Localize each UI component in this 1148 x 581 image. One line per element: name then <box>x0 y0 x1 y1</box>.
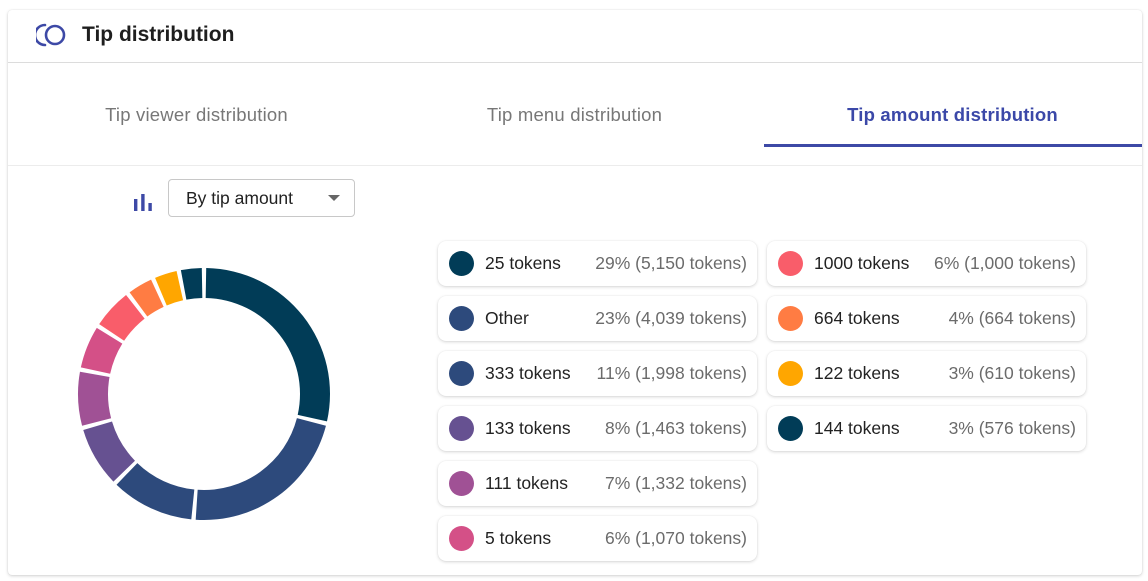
donut-slice-other[interactable] <box>195 418 326 520</box>
tab-label: Tip viewer distribution <box>105 103 288 125</box>
donut-slice-111-tokens[interactable] <box>78 371 112 426</box>
donut-slice-5-tokens[interactable] <box>80 327 123 374</box>
legend-value: 7% (1,332 tokens) <box>604 473 747 493</box>
donut-slice-144-tokens[interactable] <box>180 268 203 300</box>
legend-value: 6% (1,070 tokens) <box>604 528 747 548</box>
active-tab-indicator <box>764 144 1142 147</box>
page-title: Tip distribution <box>82 23 235 46</box>
tab-bar: Tip viewer distribution Tip menu distrib… <box>8 63 1142 166</box>
tab-tip-menu-distribution[interactable]: Tip menu distribution <box>386 63 763 166</box>
donut-slice-333-tokens[interactable] <box>116 463 195 520</box>
legend-item[interactable]: 1000 tokens 6% (1,000 tokens) <box>767 241 1086 286</box>
legend-color-dot <box>449 306 474 331</box>
legend-color-dot <box>449 361 474 386</box>
select-value: By tip amount <box>186 187 293 208</box>
legend-item[interactable]: 5 tokens 6% (1,070 tokens) <box>438 516 757 561</box>
legend-label: 133 tokens <box>485 418 571 438</box>
legend-value: 3% (576 tokens) <box>948 418 1076 438</box>
tab-label: Tip amount distribution <box>847 103 1058 125</box>
legend-label: 122 tokens <box>814 363 900 383</box>
legend-item[interactable]: 333 tokens 11% (1,998 tokens) <box>438 351 757 396</box>
bar-chart-icon[interactable] <box>133 192 153 212</box>
donut-chart <box>78 268 330 520</box>
donut-logo-icon <box>36 23 66 47</box>
legend-color-dot <box>778 251 803 276</box>
tab-label: Tip menu distribution <box>486 103 663 125</box>
group-by-select[interactable]: By tip amount <box>168 179 355 217</box>
legend-label: Other <box>485 308 529 328</box>
legend-color-dot <box>778 306 803 331</box>
legend-label: 111 tokens <box>485 473 569 493</box>
legend-value: 8% (1,463 tokens) <box>604 418 747 438</box>
tab-tip-viewer-distribution[interactable]: Tip viewer distribution <box>8 63 385 166</box>
donut-slice-25-tokens[interactable] <box>205 268 330 422</box>
card-header: Tip distribution <box>8 10 1142 63</box>
donut-slice-1000-tokens[interactable] <box>99 294 145 341</box>
legend-item[interactable]: 111 tokens 7% (1,332 tokens) <box>438 461 757 506</box>
legend-color-dot <box>778 361 803 386</box>
legend-label: 5 tokens <box>485 528 552 548</box>
tip-distribution-card: Tip distribution Tip viewer distribution… <box>8 10 1142 575</box>
legend-label: 144 tokens <box>814 418 900 438</box>
legend-item[interactable]: 122 tokens 3% (610 tokens) <box>767 351 1086 396</box>
legend-value: 23% (4,039 tokens) <box>595 308 747 328</box>
legend-value: 29% (5,150 tokens) <box>595 253 747 273</box>
legend-item[interactable]: 133 tokens 8% (1,463 tokens) <box>438 406 757 451</box>
legend-label: 25 tokens <box>485 253 561 273</box>
legend-value: 4% (664 tokens) <box>948 308 1076 328</box>
legend-label: 333 tokens <box>485 363 571 383</box>
legend-label: 664 tokens <box>814 308 900 328</box>
legend-item[interactable]: 664 tokens 4% (664 tokens) <box>767 296 1086 341</box>
donut-slice-122-tokens[interactable] <box>155 271 184 306</box>
legend-color-dot <box>449 526 474 551</box>
legend-color-dot <box>449 471 474 496</box>
legend-item[interactable]: 144 tokens 3% (576 tokens) <box>767 406 1086 451</box>
legend-item[interactable]: Other 23% (4,039 tokens) <box>438 296 757 341</box>
legend-label: 1000 tokens <box>814 253 910 273</box>
legend-color-dot <box>449 416 474 441</box>
legend-color-dot <box>778 416 803 441</box>
donut-slice-664-tokens[interactable] <box>129 279 164 317</box>
chevron-down-icon <box>328 195 340 201</box>
donut-slice-133-tokens[interactable] <box>83 421 135 482</box>
tab-tip-amount-distribution[interactable]: Tip amount distribution <box>764 63 1141 166</box>
legend-value: 11% (1,998 tokens) <box>596 363 747 383</box>
legend-color-dot <box>449 251 474 276</box>
legend-value: 6% (1,000 tokens) <box>933 253 1076 273</box>
legend-item[interactable]: 25 tokens 29% (5,150 tokens) <box>438 241 757 286</box>
legend-value: 3% (610 tokens) <box>948 363 1076 383</box>
